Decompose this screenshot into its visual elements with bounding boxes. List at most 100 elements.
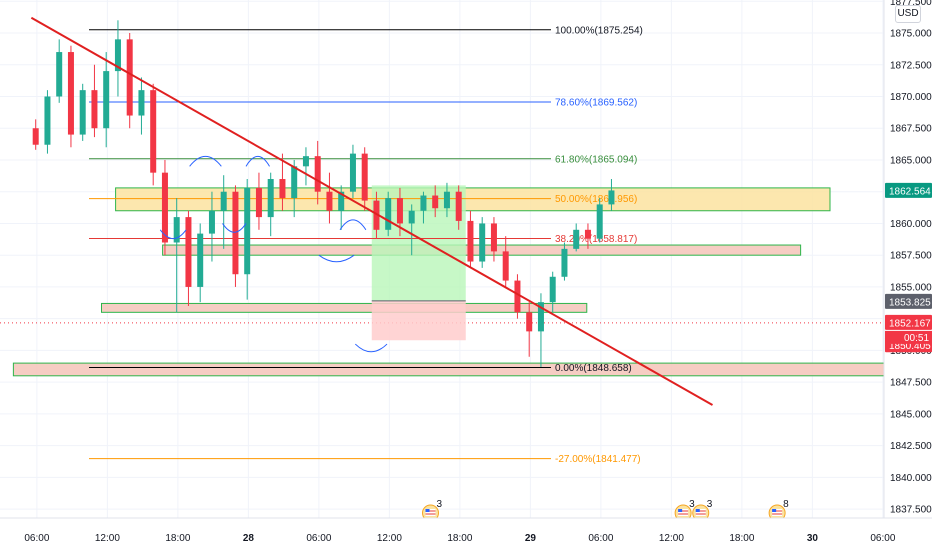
candle-body — [443, 191, 450, 209]
y-tick-label: 1840.000 — [890, 473, 932, 484]
candle-body — [255, 187, 262, 218]
price-tag — [885, 182, 932, 198]
x-tick-label: 28 — [243, 533, 255, 544]
time-axis[interactable]: 06:00 12:00 18:00 28 06:00 12:00 18:00 29 06:00 1… — [0, 517, 932, 550]
zone-box — [12, 362, 885, 377]
candle-body — [302, 156, 309, 167]
x-tick-label: 12:00 — [659, 533, 684, 544]
x-tick-label: 06:00 — [588, 533, 613, 544]
pattern-arc — [339, 219, 367, 231]
candle-body — [279, 179, 286, 199]
y-tick-label: 1845.000 — [890, 409, 932, 420]
grid — [0, 0, 884, 518]
candle-body — [291, 166, 298, 199]
candle-body — [150, 90, 157, 173]
flag-canton — [695, 509, 700, 512]
candle-body — [455, 191, 462, 221]
y-tick-label: 1875.000 — [890, 29, 932, 40]
fib-level-label: 61.80%(1865.094) — [555, 154, 637, 165]
candle-body — [326, 191, 333, 211]
y-tick-label: 1860.000 — [890, 219, 932, 230]
candle-body — [126, 39, 133, 116]
flag-canton — [425, 509, 430, 512]
price-tag-label: 1853.825 — [889, 297, 931, 308]
candle-body — [138, 90, 145, 116]
position-loss-zone[interactable] — [371, 300, 466, 341]
candle-body — [173, 217, 180, 243]
flag-canton — [678, 509, 683, 512]
candle-body — [408, 210, 415, 224]
event-count: 3 — [437, 499, 443, 510]
candle-body — [361, 153, 368, 201]
y-tick-label: 1857.500 — [890, 251, 932, 262]
fib-level-label: 38.20%(1858.817) — [555, 234, 637, 245]
currency-button[interactable]: USD — [895, 5, 921, 23]
flag-field — [772, 509, 783, 516]
flag-field — [425, 509, 436, 516]
price-axis[interactable]: 1877.500 1875.000 1872.500 1870.000 1867.500… — [883, 0, 932, 518]
price-tag-label: 1850.405 — [889, 341, 931, 352]
candle-body — [396, 198, 403, 224]
x-tick-label: 06:00 — [870, 533, 895, 544]
trendline-line[interactable] — [30, 16, 713, 406]
candle-body — [197, 233, 204, 287]
countdown-tag — [885, 330, 932, 344]
candle-body — [67, 52, 74, 135]
candle-body — [244, 187, 251, 275]
flag-field — [678, 509, 689, 516]
candle-body — [103, 71, 110, 129]
pattern-arc — [222, 223, 247, 233]
candle-body — [596, 204, 603, 239]
price-tag-label: 1862.564 — [889, 186, 931, 197]
candle-body — [208, 210, 215, 234]
candle-body — [432, 195, 439, 209]
candle-body — [161, 172, 168, 243]
x-tick-label: 06:00 — [24, 533, 49, 544]
y-tick-label: 1872.500 — [890, 60, 932, 71]
fib-level-label: 78.60%(1869.562) — [555, 98, 637, 109]
x-tick-label: 18:00 — [447, 533, 472, 544]
pattern-arc — [159, 229, 187, 240]
candle-body — [314, 156, 321, 192]
x-tick-label: 18:00 — [729, 533, 754, 544]
flag-canton — [772, 509, 777, 512]
y-tick-label: 1837.500 — [890, 505, 932, 516]
candle-body — [561, 248, 568, 277]
candlestick-series — [32, 20, 615, 367]
price-tag — [885, 293, 932, 309]
candle-body — [514, 280, 521, 313]
pattern-arc — [245, 155, 270, 167]
x-tick-label: 29 — [525, 533, 537, 544]
fib-level-label: 0.00%(1848.658) — [555, 363, 632, 374]
us-flag-icon[interactable]: 8 — [768, 499, 789, 522]
candle-body — [232, 191, 239, 275]
candle-body — [114, 39, 121, 72]
candle-body — [467, 220, 474, 262]
trendline[interactable] — [30, 16, 713, 406]
candle-body — [537, 302, 544, 332]
candle-body — [502, 251, 509, 281]
candle-body — [385, 198, 392, 230]
x-tick-label: 12:00 — [377, 533, 402, 544]
y-tick-label: 1847.500 — [890, 378, 932, 389]
zone-box — [101, 302, 588, 313]
y-tick-label: 1877.500 — [890, 0, 932, 8]
event-count: 3 — [689, 499, 695, 510]
candle-body — [479, 223, 486, 262]
x-tick-label: 30 — [807, 533, 819, 544]
us-flag-icon[interactable]: 3 — [692, 499, 713, 522]
candle-body — [56, 52, 63, 97]
candle-body — [420, 195, 427, 211]
event-count: 8 — [783, 499, 789, 510]
pattern-arc — [189, 155, 222, 167]
flag-field — [695, 509, 706, 516]
candle-body — [584, 229, 591, 239]
candle-body — [267, 179, 274, 218]
x-tick-label: 12:00 — [95, 533, 120, 544]
candle-body — [91, 90, 98, 129]
candle-body — [573, 229, 580, 249]
y-tick-label: 1867.500 — [890, 124, 932, 135]
candle-body — [32, 128, 39, 145]
